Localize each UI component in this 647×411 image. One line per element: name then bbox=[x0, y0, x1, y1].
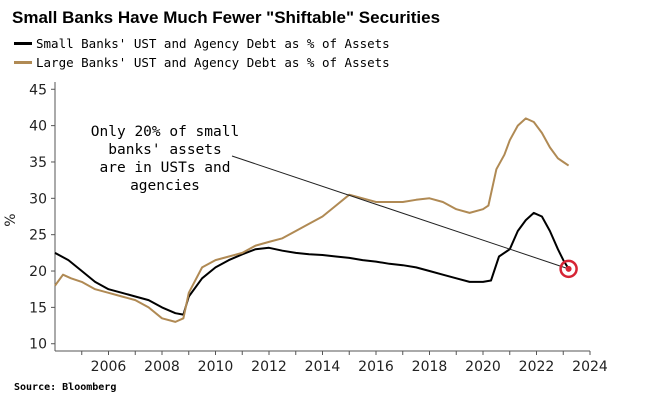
legend-label-large-banks: Large Banks' UST and Agency Debt as % of… bbox=[36, 55, 390, 70]
source-note: Source: Bloomberg bbox=[14, 382, 117, 393]
y-tick-label: 35 bbox=[29, 155, 47, 171]
legend-swatch-large-banks bbox=[14, 61, 32, 64]
series-line-large-banks bbox=[54, 117, 570, 323]
series-line-small-banks bbox=[54, 211, 570, 316]
highlight-point bbox=[565, 265, 572, 272]
x-tick-label: 2024 bbox=[572, 359, 608, 375]
y-tick-label: 25 bbox=[29, 228, 47, 244]
x-tick-label: 2022 bbox=[519, 359, 555, 375]
x-tick-label: 2006 bbox=[91, 359, 127, 375]
annotation-text-line: Only 20% of small bbox=[91, 124, 239, 140]
annotation-text-line: agencies bbox=[130, 178, 200, 194]
x-tick-label: 2010 bbox=[198, 359, 234, 375]
legend-item-small-banks: Small Banks' UST and Agency Debt as % of… bbox=[14, 36, 390, 51]
x-tick-label: 2008 bbox=[144, 359, 180, 375]
highlight-circle bbox=[559, 259, 578, 279]
y-tick-label: 30 bbox=[29, 191, 47, 207]
legend-label-small-banks: Small Banks' UST and Agency Debt as % of… bbox=[36, 36, 390, 51]
annotation-text-line: are in USTs and bbox=[100, 160, 231, 176]
chart-title: Small Banks Have Much Fewer "Shiftable" … bbox=[12, 8, 441, 27]
x-tick-label: 2020 bbox=[465, 359, 501, 375]
y-tick-label: 40 bbox=[29, 119, 47, 135]
y-tick-label: 15 bbox=[29, 300, 47, 316]
x-tick-label: 2018 bbox=[412, 359, 448, 375]
legend-item-large-banks: Large Banks' UST and Agency Debt as % of… bbox=[14, 55, 390, 70]
annotation-text-line: banks' assets bbox=[108, 142, 222, 158]
y-tick-label: 20 bbox=[29, 264, 47, 280]
legend-swatch-small-banks bbox=[14, 42, 32, 45]
x-tick-label: 2016 bbox=[358, 359, 394, 375]
y-tick-label: 45 bbox=[29, 82, 47, 98]
y-axis-label: % bbox=[3, 213, 19, 226]
y-tick-label: 10 bbox=[29, 337, 47, 353]
x-tick-label: 2014 bbox=[305, 359, 341, 375]
x-tick-label: 2012 bbox=[251, 359, 287, 375]
annotation-arrow bbox=[231, 155, 569, 270]
